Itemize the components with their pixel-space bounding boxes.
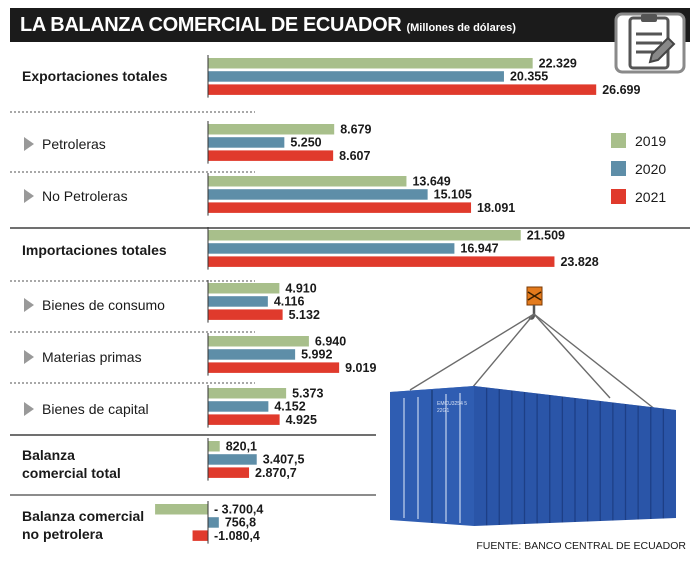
label-balanza-total: Balanza comercial total: [22, 447, 121, 481]
bar-bienes-de-consumo-2019: [208, 283, 280, 294]
bar-petroleras-2021: [208, 150, 334, 161]
label-materias-primas: Materias primas: [42, 349, 142, 365]
legend: 2019 2020 2021: [611, 133, 666, 205]
value-label-bienes-de-consumo-2019: 4.910: [285, 282, 316, 296]
bar-materias-primas-2021: [208, 362, 340, 373]
bar-importaciones-totales-2021: [208, 256, 555, 267]
triangle-consumo-icon: [24, 298, 34, 312]
value-label-petroleras-2021: 8.607: [339, 149, 370, 163]
value-label-balanza-comercial-total-2020: 3.407,5: [263, 453, 305, 467]
value-label-exportaciones-totales-2020: 20.355: [510, 70, 548, 84]
bar-no-petroleras-2020: [208, 189, 428, 200]
value-label-no-petroleras-2019: 13.649: [412, 175, 450, 189]
label-importaciones: Importaciones totales: [22, 242, 167, 258]
value-label-balanza-comercial-no-petrolera-2021: -1.080,4: [214, 529, 260, 543]
legend-label-2021: 2021: [635, 189, 666, 205]
value-label-petroleras-2019: 8.679: [340, 123, 371, 137]
value-label-bienes-de-capital-2020: 4.152: [274, 400, 305, 414]
hook-stripe-2: [527, 291, 542, 301]
cable-1: [409, 313, 535, 391]
bar-balanza-comercial-total-2020: [208, 454, 257, 465]
separators: [10, 111, 690, 496]
legend-swatch-2021: [611, 189, 626, 204]
label-balanza-total-line2: comercial total: [22, 465, 121, 481]
bar-bienes-de-capital-2021: [208, 414, 280, 425]
title-text: LA BALANZA COMERCIAL DE ECUADOR: [20, 14, 402, 36]
value-label-materias-primas-2021: 9.019: [345, 361, 376, 375]
label-balanza-np-line1: Balanza comercial: [22, 508, 144, 524]
bar-balanza-comercial-no-petrolera-2020: [208, 517, 219, 528]
triangle-no-petroleras-icon: [24, 189, 34, 203]
triangle-materias-icon: [24, 350, 34, 364]
value-label-importaciones-totales-2021: 23.828: [560, 255, 598, 269]
bar-petroleras-2020: [208, 137, 285, 148]
bar-bienes-de-consumo-2021: [208, 309, 283, 320]
cable-4: [533, 313, 657, 411]
value-label-materias-primas-2020: 5.992: [301, 348, 332, 362]
bar-no-petroleras-2021: [208, 202, 472, 213]
bar-no-petroleras-2019: [208, 176, 407, 187]
value-label-bienes-de-capital-2021: 4.925: [286, 413, 317, 427]
clipboard-icon: [614, 12, 686, 74]
value-label-bienes-de-capital-2019: 5.373: [292, 387, 323, 401]
bar-exportaciones-totales-2019: [208, 58, 533, 69]
bar-balanza-comercial-total-2019: [208, 441, 220, 452]
value-label-no-petroleras-2020: 15.105: [434, 188, 472, 202]
value-label-petroleras-2020: 5.250: [290, 136, 321, 150]
legend-label-2019: 2019: [635, 133, 666, 149]
triangle-capital-icon: [24, 402, 34, 416]
chart-subtitle: (Millones de dólares): [406, 22, 516, 34]
bar-bienes-de-consumo-2020: [208, 296, 268, 307]
source-note: FUENTE: BANCO CENTRAL DE ECUADOR: [476, 540, 686, 552]
triangle-petroleras-icon: [24, 137, 34, 151]
value-label-balanza-comercial-total-2019: 820,1: [226, 440, 257, 454]
value-labels-group: 22.32920.35526.6998.6795.2508.60713.6491…: [214, 57, 640, 543]
label-exportaciones: Exportaciones totales: [22, 68, 168, 84]
label-balanza-total-line1: Balanza: [22, 447, 75, 463]
label-balanza-no-petrolera: Balanza comercial no petrolera: [22, 508, 148, 542]
label-no-petroleras: No Petroleras: [42, 188, 128, 204]
bar-exportaciones-totales-2021: [208, 84, 597, 95]
container-code-1: EMCU3254 5: [437, 401, 467, 407]
value-label-bienes-de-consumo-2021: 5.132: [289, 308, 320, 322]
bar-bienes-de-capital-2019: [208, 388, 287, 399]
value-label-materias-primas-2019: 6.940: [315, 335, 346, 349]
container-ribs: [485, 387, 665, 526]
bar-materias-primas-2019: [208, 336, 309, 347]
bar-exportaciones-totales-2020: [208, 71, 504, 82]
value-label-exportaciones-totales-2021: 26.699: [602, 83, 640, 97]
bar-balanza-comercial-total-2021: [208, 467, 250, 478]
bar-petroleras-2019: [208, 124, 335, 135]
value-label-balanza-comercial-no-petrolera-2019: - 3.700,4: [214, 503, 263, 517]
legend-swatch-2019: [611, 133, 626, 148]
value-label-balanza-comercial-total-2021: 2.870,7: [255, 466, 297, 480]
value-label-balanza-comercial-no-petrolera-2020: 756,8: [225, 516, 256, 530]
label-bienes-consumo: Bienes de consumo: [42, 297, 165, 313]
value-label-exportaciones-totales-2019: 22.329: [539, 57, 577, 71]
label-bienes-capital: Bienes de capital: [42, 401, 149, 417]
chart-title: LA BALANZA COMERCIAL DE ECUADOR (Millone…: [20, 14, 516, 37]
cable-3: [533, 313, 611, 399]
label-petroleras: Petroleras: [42, 136, 106, 152]
value-label-importaciones-totales-2020: 16.947: [460, 242, 498, 256]
bar-balanza-comercial-no-petrolera-2021: [192, 530, 208, 541]
bar-materias-primas-2020: [208, 349, 296, 360]
legend-swatch-2020: [611, 161, 626, 176]
value-label-bienes-de-consumo-2020: 4.116: [274, 295, 305, 309]
bar-importaciones-totales-2019: [208, 230, 521, 241]
bars-group: [155, 55, 597, 544]
container-door-rods: [403, 393, 461, 523]
bar-importaciones-totales-2020: [208, 243, 455, 254]
bar-bienes-de-capital-2020: [208, 401, 269, 412]
container-code-2: 22G1: [437, 408, 449, 414]
bar-balanza-comercial-no-petrolera-2019: [155, 504, 208, 515]
legend-label-2020: 2020: [635, 161, 666, 177]
value-label-importaciones-totales-2019: 21.509: [527, 229, 565, 243]
cable-2: [471, 313, 535, 389]
label-balanza-np-line2: no petrolera: [22, 526, 103, 542]
shipping-container-illustration: EMCU3254 5 22G1: [390, 286, 676, 526]
title-bar: LA BALANZA COMERCIAL DE ECUADOR (Millone…: [10, 8, 690, 42]
value-label-no-petroleras-2021: 18.091: [477, 201, 515, 215]
